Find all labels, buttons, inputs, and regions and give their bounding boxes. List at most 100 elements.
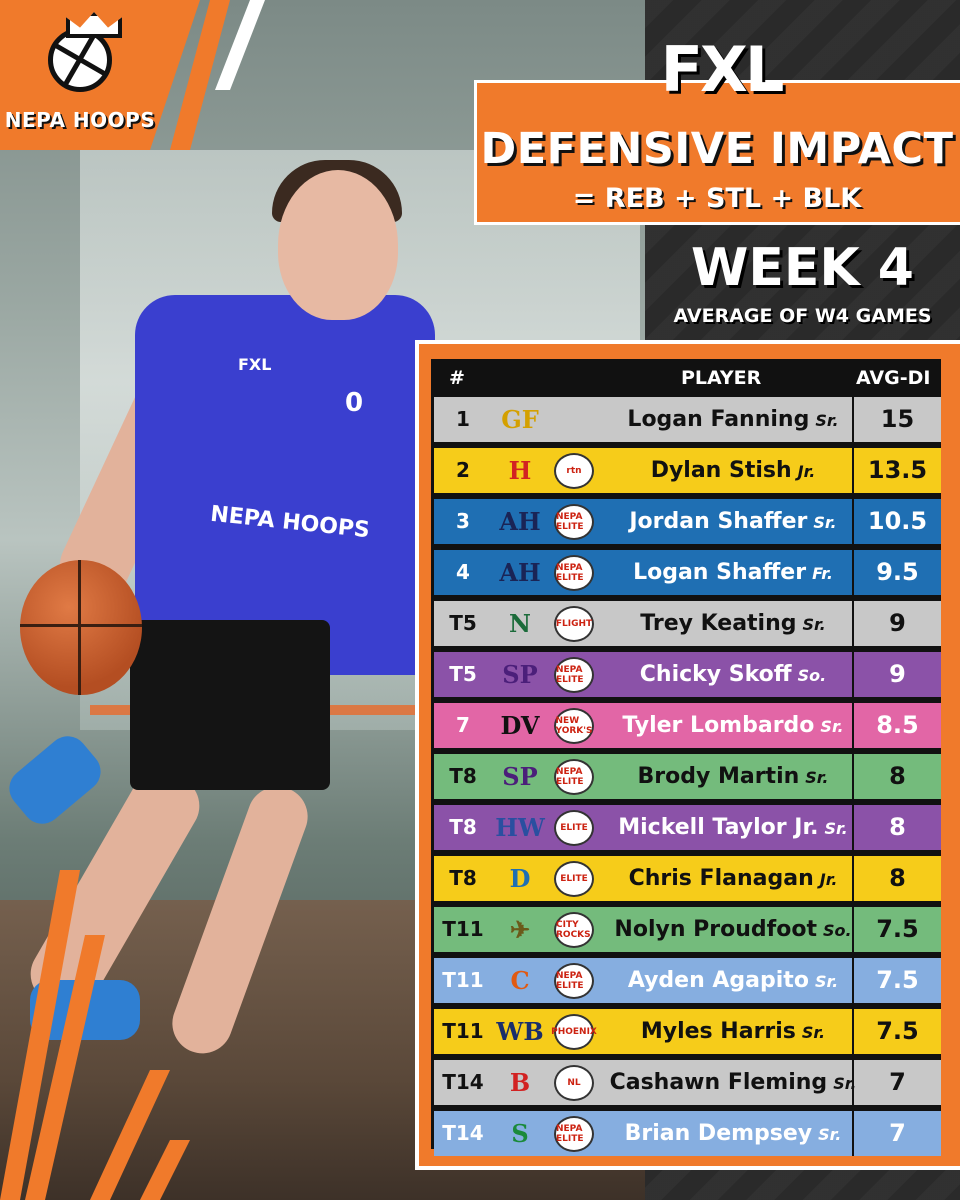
player-name: Cashawn Fleming Sr. [602, 1060, 864, 1105]
row-rank: T11 [442, 968, 484, 992]
table-row: T14 B NL Cashawn Fleming Sr. 7 [434, 1060, 941, 1105]
header-player: PLAYER [681, 367, 762, 389]
player-class: Jr. [797, 462, 816, 481]
row-rank: 7 [456, 713, 470, 737]
player-class: Sr. [801, 1023, 826, 1042]
row-rank: T5 [449, 662, 477, 686]
leaderboard-panel: # PLAYER AVG-DI 1 GF Logan Fanning Sr. 15… [415, 340, 960, 1170]
column-divider [852, 907, 854, 952]
player-name: Brody Martin Sr. [602, 754, 864, 799]
table-row: 2 H rtn Dylan Stish Jr. 13.5 [434, 448, 941, 493]
row-rank: T14 [442, 1070, 484, 1094]
row-rank: T8 [449, 866, 477, 890]
jersey-number: 0 [345, 388, 364, 418]
column-divider [852, 805, 854, 850]
team-logo-text: PHOENIX [551, 1013, 597, 1050]
row-rank: 1 [456, 407, 470, 431]
school-logo-icon: WB [496, 1017, 544, 1046]
player-photo: NEPA HOOPS FXL 0 [1, 160, 440, 1080]
player-name-text: Brian Dempsey [624, 1121, 813, 1146]
team-logo-icon: NEW YORK'S [552, 707, 596, 744]
table-row: 3 AH NEPA ELITE Jordan Shaffer Sr. 10.5 [434, 499, 941, 544]
table-row: T11 C NEPA ELITE Ayden Agapito Sr. 7.5 [434, 958, 941, 1003]
row-avg-di: 7.5 [876, 966, 919, 994]
row-rank: T8 [449, 815, 477, 839]
player-name-text: Myles Harris [640, 1019, 796, 1044]
player-class: Sr. [820, 717, 844, 736]
player-head [278, 170, 398, 320]
brand-logo-text: NEPA HOOPS [4, 108, 156, 132]
player-shorts [130, 620, 330, 790]
player-name-text: Logan Fanning [627, 407, 810, 432]
team-logo-icon: FLIGHT [552, 605, 596, 642]
team-logo-text: NEPA ELITE [554, 1115, 594, 1152]
player-name-text: Dylan Stish [650, 458, 792, 483]
player-class: Sr. [805, 768, 829, 787]
player-name: Jordan Shaffer Sr. [602, 499, 864, 544]
player-name-text: Cashawn Fleming [609, 1070, 828, 1095]
school-logo-icon: AH [499, 507, 541, 536]
page-title: DEFENSIVE IMPACT [480, 124, 954, 174]
basketball [20, 560, 142, 695]
fxl-logo: FXL [660, 33, 785, 106]
column-divider [852, 754, 854, 799]
player-name-text: Jordan Shaffer [629, 509, 808, 534]
title-box [474, 80, 960, 225]
table-row: T11 ✈ CITY ROCKS Nolyn Proudfoot So. 7.5 [434, 907, 941, 952]
column-divider [852, 652, 854, 697]
team-logo-text: NEPA ELITE [554, 503, 594, 540]
team-logo-text: NL [554, 1064, 594, 1101]
player-name: Myles Harris Sr. [602, 1009, 864, 1054]
team-logo-text: NEPA ELITE [554, 554, 594, 591]
school-logo-icon: H [508, 456, 532, 485]
row-avg-di: 7 [889, 1068, 906, 1096]
column-divider [852, 1060, 854, 1105]
school-logo-icon: D [509, 864, 531, 893]
player-name: Mickell Taylor Jr. Sr. [602, 805, 864, 850]
column-divider [852, 601, 854, 646]
player-jersey [135, 295, 435, 675]
player-class: Sr. [818, 1125, 842, 1144]
leaderboard-table: # PLAYER AVG-DI 1 GF Logan Fanning Sr. 15… [431, 359, 941, 1156]
row-avg-di: 7.5 [876, 1017, 919, 1045]
row-avg-di: 8 [889, 762, 906, 790]
jersey-brand: FXL [238, 355, 272, 374]
row-rank: T8 [449, 764, 477, 788]
table-row: T8 SP NEPA ELITE Brody Martin Sr. 8 [434, 754, 941, 799]
header-rank: # [449, 367, 465, 389]
player-name: Chicky Skoff So. [602, 652, 864, 697]
player-class: Sr. [813, 513, 837, 532]
team-logo-text: FLIGHT [554, 605, 594, 642]
player-class: Sr. [815, 411, 839, 430]
player-name-text: Ayden Agapito [627, 968, 809, 993]
player-name: Dylan Stish Jr. [602, 448, 864, 493]
header-avg: AVG-DI [856, 367, 931, 389]
team-logo-icon: NEPA ELITE [552, 503, 596, 540]
row-rank: 2 [456, 458, 470, 482]
team-logo-icon: NEPA ELITE [552, 656, 596, 693]
column-divider [852, 499, 854, 544]
player-name: Chris Flanagan Jr. [602, 856, 864, 901]
column-divider [852, 397, 854, 442]
player-name-text: Trey Keating [640, 611, 797, 636]
row-rank: T14 [442, 1121, 484, 1145]
school-logo-icon: ✈ [509, 915, 531, 944]
player-name-text: Brody Martin [637, 764, 800, 789]
team-logo-text: NEPA ELITE [554, 758, 594, 795]
player-class: Sr. [814, 972, 839, 991]
school-logo-icon: HW [495, 813, 545, 842]
school-logo-icon: DV [500, 711, 540, 740]
team-logo-text: ELITE [554, 809, 594, 846]
column-divider [852, 703, 854, 748]
table-row: T8 HW ELITE Mickell Taylor Jr. Sr. 8 [434, 805, 941, 850]
table-row: T11 WB PHOENIX Myles Harris Sr. 7.5 [434, 1009, 941, 1054]
row-avg-di: 7 [889, 1119, 906, 1147]
school-logo-icon: B [509, 1068, 531, 1097]
page-subtitle: = REB + STL + BLK [572, 183, 862, 214]
player-name: Nolyn Proudfoot So. [602, 907, 864, 952]
player-name: Logan Shaffer Fr. [602, 550, 864, 595]
row-avg-di: 8 [889, 813, 906, 841]
player-class: So. [822, 921, 852, 940]
table-header: # PLAYER AVG-DI [431, 359, 941, 397]
player-class: Fr. [812, 564, 833, 583]
